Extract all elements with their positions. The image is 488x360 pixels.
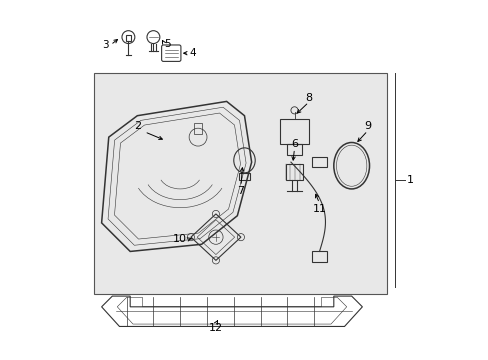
FancyBboxPatch shape: [94, 73, 386, 294]
Bar: [125, 35, 131, 41]
Text: 3: 3: [102, 40, 108, 50]
Text: 6: 6: [290, 139, 297, 149]
Bar: [239, 173, 249, 180]
Text: 2: 2: [134, 121, 141, 131]
Text: 7: 7: [237, 186, 244, 196]
Bar: [312, 251, 326, 262]
Bar: [280, 119, 308, 144]
Text: 9: 9: [364, 121, 370, 131]
Bar: [312, 157, 326, 167]
Text: 4: 4: [189, 48, 196, 58]
Bar: [285, 164, 303, 180]
Text: 12: 12: [208, 323, 223, 333]
Text: 5: 5: [164, 39, 171, 49]
Text: 1: 1: [407, 175, 413, 185]
Text: 8: 8: [305, 93, 312, 103]
Bar: [287, 144, 301, 155]
Bar: [193, 123, 202, 134]
Text: 11: 11: [312, 203, 326, 213]
Text: 10: 10: [173, 234, 187, 244]
